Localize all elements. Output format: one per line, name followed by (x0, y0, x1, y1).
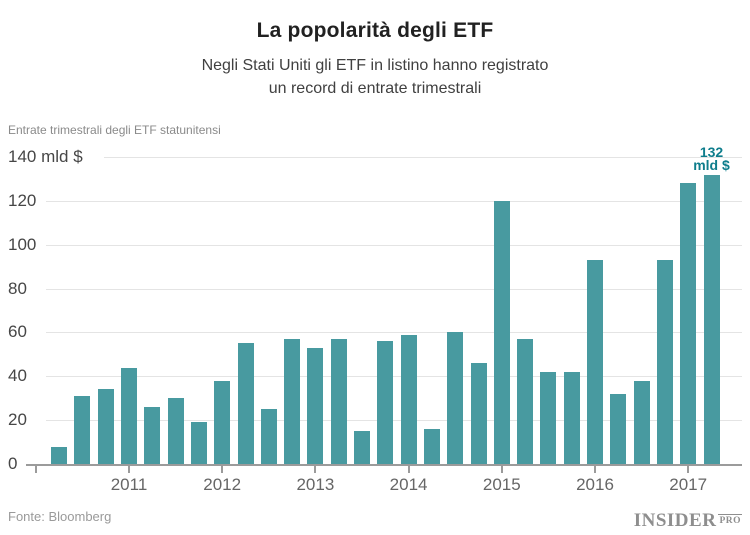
x-axis-year-label: 2011 (110, 475, 148, 494)
bar (307, 347, 324, 464)
bar (470, 363, 487, 464)
bar (51, 446, 68, 464)
value-annotation: 132 mld $ (693, 143, 730, 173)
bar (610, 393, 627, 464)
bar (377, 341, 394, 464)
bar (97, 389, 114, 464)
gridline (46, 201, 742, 202)
bar (517, 339, 534, 464)
y-axis-label: 0 (8, 454, 18, 473)
subtitle-line-1: Negli Stati Uniti gli ETF in listino han… (201, 57, 549, 74)
bar (563, 371, 580, 464)
x-axis-year-label: 2012 (203, 475, 242, 494)
x-axis-year-label: 2015 (482, 475, 521, 494)
bar (284, 339, 301, 464)
gridline (46, 420, 742, 421)
bar (144, 407, 161, 464)
bar (260, 409, 277, 464)
bar (167, 398, 184, 464)
y-axis-label: 100 (8, 235, 37, 254)
gridline (104, 157, 742, 158)
bar (74, 396, 91, 464)
x-axis-tick (407, 466, 410, 473)
x-axis-year-label: 2017 (669, 475, 708, 494)
x-axis-year-label: 2016 (576, 475, 614, 494)
gridline (46, 289, 742, 290)
x-axis-line (26, 464, 742, 466)
bar (587, 260, 603, 464)
bar (423, 428, 440, 464)
bar (633, 380, 650, 464)
y-axis-label: 60 (8, 322, 27, 341)
y-axis-label: 120 (8, 191, 37, 210)
x-axis-tick (687, 466, 690, 473)
bar (354, 431, 370, 464)
gridline (46, 332, 742, 333)
x-axis-tick (314, 466, 317, 473)
x-axis-tick (500, 466, 503, 473)
page-subtitle: Negli Stati Uniti gli ETF in listino han… (0, 54, 750, 100)
bar (214, 380, 231, 464)
bar (656, 260, 673, 464)
bar (121, 367, 137, 464)
bar (680, 183, 697, 464)
x-axis-tick (221, 466, 224, 473)
y-axis-label: 80 (8, 279, 27, 298)
bar (190, 422, 207, 464)
gridline (46, 245, 742, 246)
x-axis-year-label: 2013 (296, 475, 335, 494)
bar (447, 332, 464, 464)
x-axis-tick (128, 466, 130, 473)
gridline (46, 376, 742, 377)
x-axis-tick (594, 466, 596, 473)
bar (540, 371, 557, 464)
logo-insider-text: INSIDER (633, 510, 717, 531)
bar (330, 339, 347, 464)
bar (703, 174, 720, 464)
bar (400, 334, 417, 464)
bar (237, 343, 254, 464)
logo-pro-text: PRO (718, 514, 742, 526)
chart-axis-title: Entrate trimestrali degli ETF statuniten… (8, 123, 221, 137)
insiderpro-logo: INSIDER PRO (634, 510, 742, 532)
page-title: La popolarità degli ETF (256, 19, 494, 42)
y-axis-label: 40 (8, 366, 27, 385)
x-axis-tick (34, 466, 37, 473)
bar (493, 200, 510, 464)
x-axis-year-label: 2014 (389, 475, 428, 494)
subtitle-line-2: un record di entrate trimestrali (268, 80, 482, 97)
y-axis-label: 140 mld $ (8, 147, 83, 166)
y-axis-label: 20 (8, 410, 27, 429)
source-label: Fonte: Bloomberg (8, 509, 112, 524)
